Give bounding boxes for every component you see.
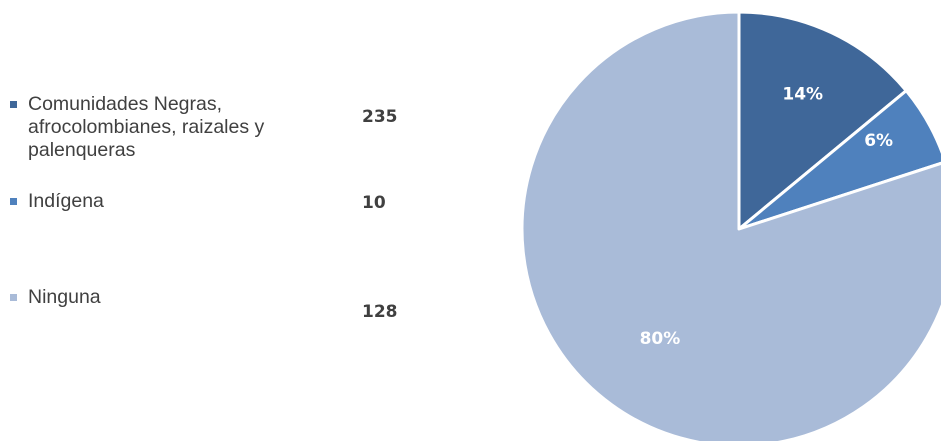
legend-swatch-ninguna xyxy=(10,294,17,301)
pie-slice-indigena xyxy=(737,89,941,231)
pie-slice-ninguna xyxy=(520,10,941,441)
legend-value-comunidades-negras: 235 xyxy=(362,107,398,127)
legend-value-indigena: 10 xyxy=(362,193,386,213)
legend-label-comunidades-negras: Comunidades Negras, afrocolombianes, rai… xyxy=(28,93,265,161)
legend-value-ninguna: 128 xyxy=(362,302,398,322)
pie-percent-labels: 14% 6% 80% xyxy=(640,85,894,349)
legend-swatch-indigena xyxy=(10,198,17,205)
legend-label-ninguna: Ninguna xyxy=(28,286,101,308)
legend-swatch-comunidades-negras xyxy=(10,101,17,108)
legend-label-indigena: Indígena xyxy=(28,190,104,212)
pie-slice-comunidades-negras xyxy=(737,10,908,231)
pie-label-indigena: 6% xyxy=(864,131,893,151)
pie-slices xyxy=(520,10,941,441)
pie-label-comunidades-negras: 14% xyxy=(782,85,823,105)
chart-legend: Comunidades Negras, afrocolombianes, rai… xyxy=(0,0,420,441)
pie-label-ninguna: 80% xyxy=(640,329,681,349)
